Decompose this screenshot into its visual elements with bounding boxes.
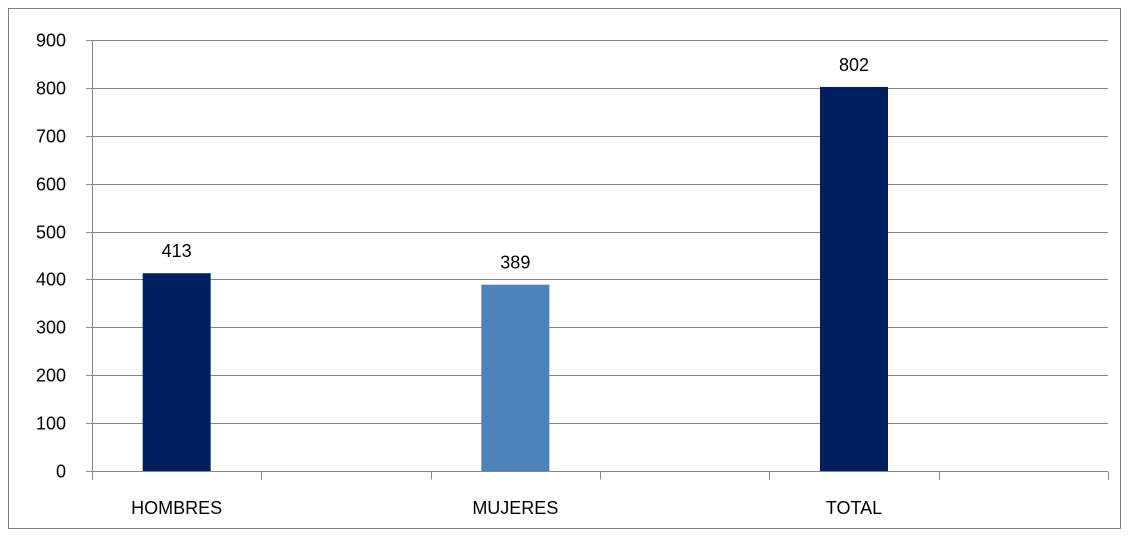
bar-hombres — [142, 273, 211, 471]
y-tick-label: 300 — [36, 318, 66, 338]
y-tick-label: 500 — [36, 223, 66, 243]
bar-total — [820, 86, 888, 471]
y-tick-label: 0 — [56, 462, 66, 482]
gridlines — [92, 40, 1108, 424]
y-tick-label: 400 — [36, 270, 66, 290]
data-label: 413 — [162, 241, 192, 261]
data-label: 389 — [500, 253, 530, 273]
bars — [142, 86, 888, 471]
y-tick-label: 600 — [36, 175, 66, 195]
y-tick-label: 800 — [36, 79, 66, 99]
axes — [86, 40, 1109, 480]
x-tick-label: TOTAL — [826, 498, 882, 518]
bar-mujeres — [481, 284, 550, 471]
y-tick-label: 700 — [36, 127, 66, 147]
x-tick-label: MUJERES — [472, 498, 558, 518]
y-tick-label: 900 — [36, 31, 66, 51]
data-label: 802 — [839, 55, 869, 75]
x-tick-label: HOMBRES — [131, 498, 222, 518]
labels: 0 100 200 300 400 500 600 700 800 900 413 HOMBRES 38… — [36, 31, 882, 519]
y-tick-label: 100 — [36, 414, 66, 434]
y-tick-label: 200 — [36, 366, 66, 386]
